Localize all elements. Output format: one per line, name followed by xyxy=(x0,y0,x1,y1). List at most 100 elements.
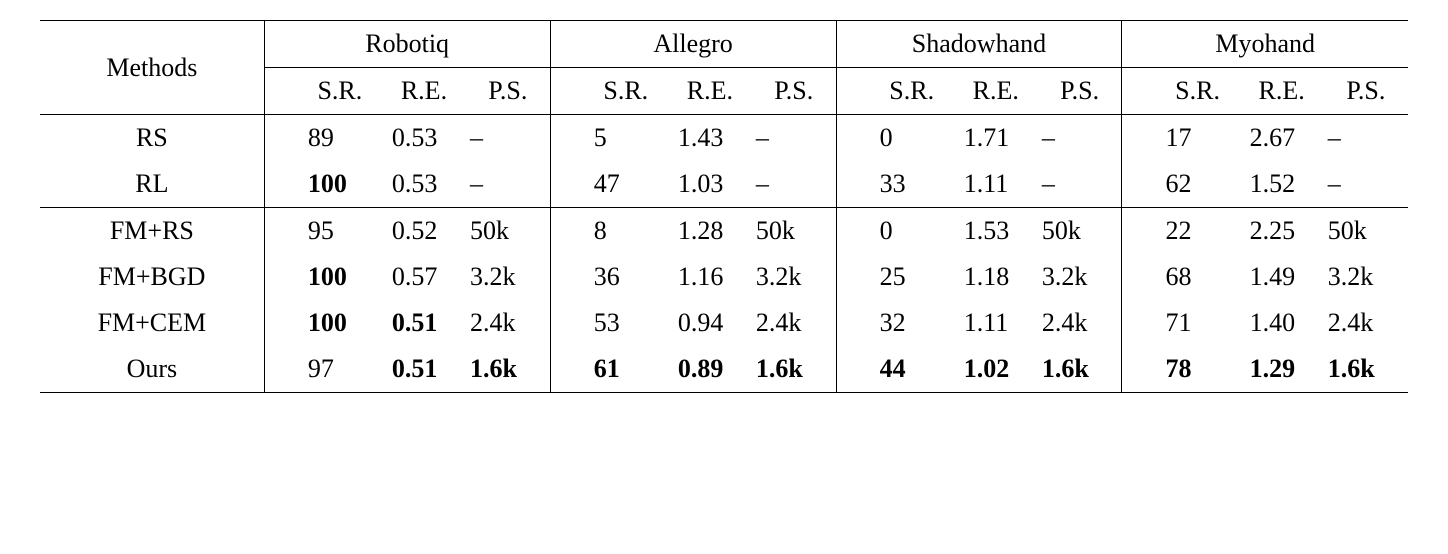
method-cell: RS xyxy=(40,115,264,162)
value-cell: 5 xyxy=(584,115,668,162)
value-cell: 1.11 xyxy=(954,300,1038,346)
value-cell: 2.67 xyxy=(1240,115,1324,162)
gap-cell xyxy=(264,300,298,346)
results-table: MethodsRobotiqAllegroShadowhandMyohandS.… xyxy=(40,20,1408,393)
subheader: P.S. xyxy=(466,68,550,115)
gap-cell xyxy=(264,346,298,393)
gap-cell xyxy=(836,254,870,300)
value-cell: 1.52 xyxy=(1240,161,1324,208)
value-cell: 1.03 xyxy=(668,161,752,208)
value-cell: 1.28 xyxy=(668,208,752,255)
method-cell: Ours xyxy=(40,346,264,393)
value-cell: 61 xyxy=(584,346,668,393)
value-cell: 78 xyxy=(1156,346,1240,393)
value-cell: 0.94 xyxy=(668,300,752,346)
gap-cell xyxy=(836,68,870,115)
value-cell: 3.2k xyxy=(1038,254,1122,300)
value-cell: 50k xyxy=(1038,208,1122,255)
table-row: Ours970.511.6k610.891.6k441.021.6k781.29… xyxy=(40,346,1408,393)
gap-cell xyxy=(836,161,870,208)
gap-cell xyxy=(264,68,298,115)
subheader: S.R. xyxy=(298,68,382,115)
subheader: R.E. xyxy=(1240,68,1324,115)
value-cell: 32 xyxy=(870,300,954,346)
value-cell: 17 xyxy=(1156,115,1240,162)
value-cell: 2.4k xyxy=(466,300,550,346)
gap-cell xyxy=(550,346,584,393)
value-cell: 1.02 xyxy=(954,346,1038,393)
value-cell: 50k xyxy=(466,208,550,255)
value-cell: 97 xyxy=(298,346,382,393)
value-cell: 68 xyxy=(1156,254,1240,300)
gap-cell xyxy=(550,161,584,208)
subheader: P.S. xyxy=(1038,68,1122,115)
subheader: S.R. xyxy=(870,68,954,115)
value-cell: – xyxy=(1324,115,1408,162)
gap-cell xyxy=(550,254,584,300)
hand-header: Allegro xyxy=(550,21,836,68)
gap-cell xyxy=(264,161,298,208)
gap-cell xyxy=(836,300,870,346)
value-cell: 0.52 xyxy=(382,208,466,255)
value-cell: 1.29 xyxy=(1240,346,1324,393)
value-cell: – xyxy=(466,161,550,208)
value-cell: 1.43 xyxy=(668,115,752,162)
value-cell: 53 xyxy=(584,300,668,346)
value-cell: 1.16 xyxy=(668,254,752,300)
value-cell: 62 xyxy=(1156,161,1240,208)
gap-cell xyxy=(1122,346,1156,393)
methods-header: Methods xyxy=(40,21,264,115)
gap-cell xyxy=(1122,68,1156,115)
value-cell: 89 xyxy=(298,115,382,162)
value-cell: 2.4k xyxy=(1324,300,1408,346)
gap-cell xyxy=(1122,300,1156,346)
value-cell: 1.71 xyxy=(954,115,1038,162)
table-row: FM+RS950.5250k81.2850k01.5350k222.2550k xyxy=(40,208,1408,255)
value-cell: 22 xyxy=(1156,208,1240,255)
gap-cell xyxy=(550,208,584,255)
value-cell: – xyxy=(752,115,836,162)
value-cell: 47 xyxy=(584,161,668,208)
value-cell: 0 xyxy=(870,208,954,255)
gap-cell xyxy=(550,300,584,346)
value-cell: 0 xyxy=(870,115,954,162)
gap-cell xyxy=(1122,208,1156,255)
value-cell: 100 xyxy=(298,161,382,208)
value-cell: 1.49 xyxy=(1240,254,1324,300)
gap-cell xyxy=(264,254,298,300)
subheader: P.S. xyxy=(1324,68,1408,115)
table-row: RL1000.53–471.03–331.11–621.52– xyxy=(40,161,1408,208)
gap-cell xyxy=(836,346,870,393)
gap-cell xyxy=(264,208,298,255)
subheader: R.E. xyxy=(954,68,1038,115)
value-cell: 1.6k xyxy=(466,346,550,393)
gap-cell xyxy=(550,115,584,162)
gap-cell xyxy=(550,68,584,115)
subheader: R.E. xyxy=(382,68,466,115)
gap-cell xyxy=(836,115,870,162)
subheader: R.E. xyxy=(668,68,752,115)
value-cell: 3.2k xyxy=(466,254,550,300)
value-cell: 100 xyxy=(298,254,382,300)
method-cell: RL xyxy=(40,161,264,208)
value-cell: – xyxy=(1038,161,1122,208)
value-cell: 36 xyxy=(584,254,668,300)
value-cell: 2.4k xyxy=(1038,300,1122,346)
value-cell: – xyxy=(466,115,550,162)
gap-cell xyxy=(1122,115,1156,162)
value-cell: – xyxy=(1038,115,1122,162)
value-cell: 95 xyxy=(298,208,382,255)
value-cell: 3.2k xyxy=(1324,254,1408,300)
value-cell: 71 xyxy=(1156,300,1240,346)
value-cell: 50k xyxy=(1324,208,1408,255)
value-cell: 0.51 xyxy=(382,300,466,346)
value-cell: 1.40 xyxy=(1240,300,1324,346)
value-cell: 1.6k xyxy=(752,346,836,393)
value-cell: 1.18 xyxy=(954,254,1038,300)
method-cell: FM+CEM xyxy=(40,300,264,346)
subheader: P.S. xyxy=(752,68,836,115)
subheader: S.R. xyxy=(584,68,668,115)
gap-cell xyxy=(264,115,298,162)
subheader: S.R. xyxy=(1156,68,1240,115)
value-cell: 44 xyxy=(870,346,954,393)
